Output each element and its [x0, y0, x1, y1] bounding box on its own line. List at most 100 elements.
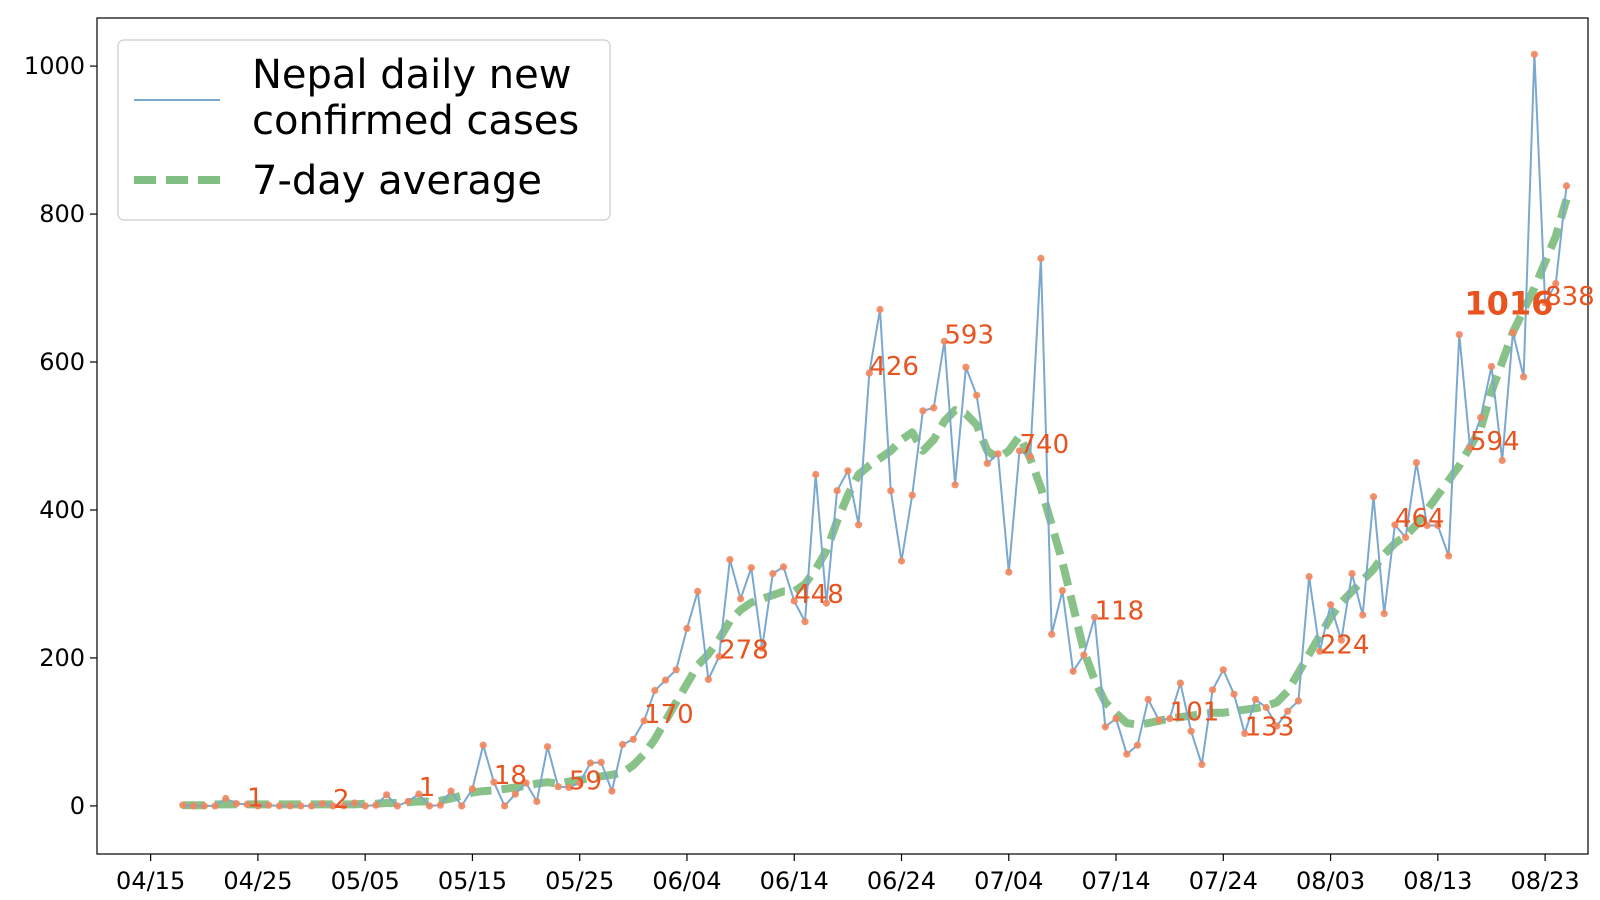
x-tick-label: 07/24	[1189, 867, 1258, 895]
x-tick-label: 05/15	[438, 867, 507, 895]
legend-average-label: 7-day average	[252, 158, 542, 204]
data-point	[586, 759, 595, 767]
data-point	[833, 487, 841, 495]
data-point	[361, 802, 369, 810]
data-label: 838	[1545, 282, 1595, 312]
data-point	[994, 450, 1002, 458]
x-tick-label: 08/03	[1296, 867, 1365, 895]
data-point	[479, 741, 487, 749]
data-point	[983, 459, 991, 467]
x-tick-label: 06/24	[867, 867, 936, 895]
data-point	[1541, 299, 1549, 307]
x-tick-label: 05/25	[545, 867, 614, 895]
data-point	[1284, 707, 1292, 715]
x-axis: 04/15 04/25 05/05 05/15 05/25 06/04 06/14 06/24…	[116, 854, 1580, 895]
data-label: 170	[644, 700, 694, 730]
data-point	[543, 743, 552, 751]
data-point	[1391, 521, 1399, 529]
data-point	[919, 407, 927, 415]
data-point	[779, 563, 788, 571]
data-point	[704, 675, 713, 684]
data-point	[865, 369, 873, 377]
data-point	[189, 802, 198, 810]
data-point	[447, 787, 455, 795]
data-point	[876, 305, 884, 314]
data-point	[490, 778, 498, 786]
data-point	[651, 686, 659, 695]
data-point	[597, 758, 605, 766]
data-point	[458, 802, 466, 810]
data-point	[179, 801, 187, 809]
data-point	[1198, 760, 1206, 769]
y-tick-label: 200	[39, 644, 85, 672]
data-label: 59	[569, 766, 602, 796]
data-label: 593	[944, 320, 994, 350]
data-point	[468, 785, 476, 793]
data-point	[275, 802, 283, 810]
data-point	[340, 802, 348, 810]
data-point	[758, 644, 766, 652]
data-point	[683, 624, 691, 633]
data-point	[522, 779, 530, 787]
data-point	[1487, 362, 1496, 371]
data-point	[222, 794, 230, 803]
series-daily-line	[182, 54, 1568, 808]
data-label: 594	[1470, 427, 1520, 457]
data-point	[1101, 723, 1109, 731]
y-axis: 0 200 400 600 800 1000	[24, 52, 97, 820]
data-label: 224	[1320, 630, 1370, 660]
data-point	[1091, 613, 1099, 621]
data-point	[844, 467, 852, 475]
data-point	[801, 618, 809, 626]
data-point	[908, 491, 916, 499]
data-point	[511, 790, 519, 798]
data-point	[1434, 521, 1442, 530]
data-point	[629, 735, 637, 743]
data-point	[640, 717, 648, 725]
data-label: 426	[869, 352, 919, 382]
data-point	[1262, 703, 1270, 712]
data-point	[1466, 444, 1474, 452]
data-point	[769, 570, 777, 578]
data-point	[887, 487, 895, 495]
data-point	[415, 790, 423, 798]
data-point	[1166, 715, 1174, 723]
data-point	[565, 783, 573, 792]
legend-daily-label-line2: confirmed cases	[252, 98, 579, 144]
data-point	[1327, 601, 1335, 609]
data-label: 740	[1019, 430, 1069, 460]
data-point	[436, 801, 444, 809]
data-label: 1	[419, 773, 436, 803]
data-label: 1	[247, 783, 264, 813]
x-tick-label: 08/13	[1403, 867, 1472, 895]
data-point	[1294, 697, 1302, 705]
data-point	[1015, 447, 1024, 455]
data-label: 1016	[1464, 284, 1553, 322]
data-point	[297, 802, 305, 810]
data-point	[1058, 587, 1066, 595]
data-point	[1155, 716, 1163, 724]
x-tick-label: 06/14	[760, 867, 829, 895]
data-point	[350, 799, 358, 807]
x-tick-label: 08/23	[1511, 867, 1580, 895]
data-point	[737, 595, 745, 603]
data-point	[940, 337, 949, 345]
data-point	[576, 779, 584, 787]
data-label: 2	[333, 785, 350, 815]
data-label: 464	[1395, 504, 1445, 534]
data-point	[1133, 741, 1142, 749]
data-point	[1520, 373, 1528, 381]
data-point	[608, 787, 616, 795]
data-point	[619, 740, 627, 749]
data-point	[1187, 727, 1195, 735]
data-label: 133	[1245, 712, 1295, 742]
data-point	[715, 652, 723, 661]
data-point	[329, 802, 337, 810]
data-point	[951, 481, 959, 489]
data-point	[897, 557, 906, 565]
data-point	[211, 802, 219, 810]
legend-box	[117, 39, 611, 221]
data-point	[232, 800, 240, 808]
data-point	[1144, 695, 1152, 704]
data-point	[1562, 182, 1571, 190]
